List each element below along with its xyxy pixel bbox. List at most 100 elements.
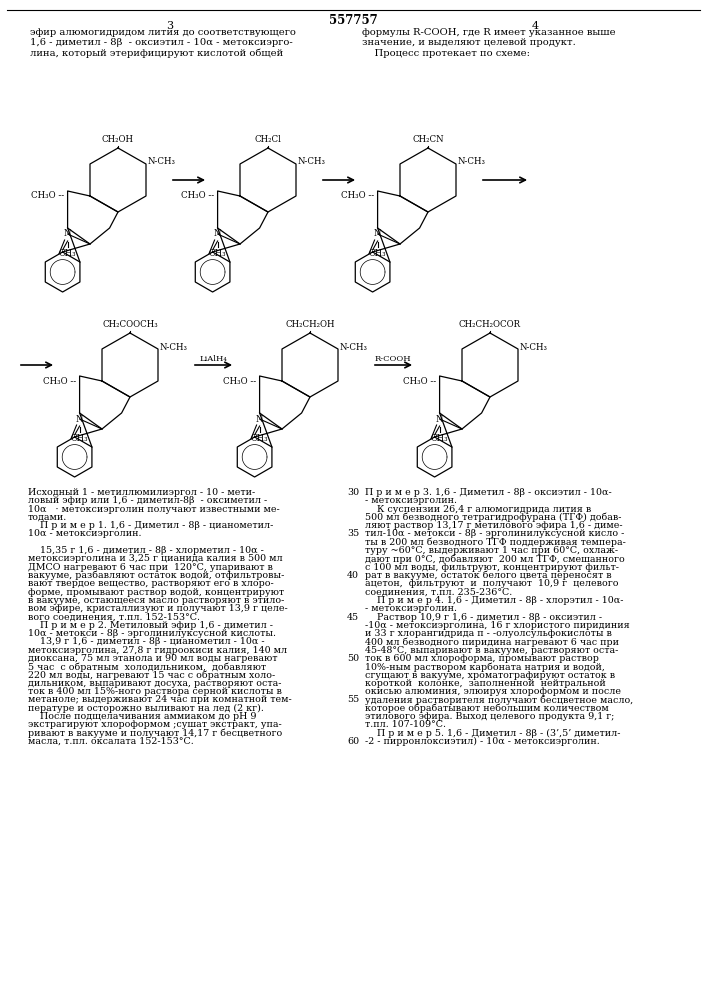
Text: туру ~60°С, выдерживают 1 час при 60°С, охлаж-: туру ~60°С, выдерживают 1 час при 60°С, …	[365, 546, 618, 555]
Text: CH₃: CH₃	[431, 434, 448, 443]
Text: N: N	[64, 230, 71, 238]
Text: 3: 3	[166, 21, 173, 31]
Text: короткой  колонке,  заполненной  нейтральной: короткой колонке, заполненной нейтрально…	[365, 679, 606, 688]
Text: 55: 55	[347, 696, 359, 704]
Text: - метоксиэрголин.: - метоксиэрголин.	[365, 604, 457, 613]
Text: масла, т.пл. оксалата 152-153°С.: масла, т.пл. оксалата 152-153°С.	[28, 737, 194, 746]
Text: дильником, выпаривают досуха, растворяют оста-: дильником, выпаривают досуха, растворяют…	[28, 679, 281, 688]
Text: CH₃: CH₃	[209, 249, 226, 258]
Text: и 33 г хлорангидрида п - -олуолсульфокислоты в: и 33 г хлорангидрида п - -олуолсульфокис…	[365, 629, 612, 638]
Text: 500 мл безводного тетрагидрофурана (ТГФ) добав-: 500 мл безводного тетрагидрофурана (ТГФ)…	[365, 513, 621, 522]
Text: CH₃O --: CH₃O --	[223, 376, 257, 385]
Text: Раствор 10,9 г 1,6 - диметил - 8β - оксиэтил -: Раствор 10,9 г 1,6 - диметил - 8β - окси…	[365, 612, 602, 621]
Text: CH₃O --: CH₃O --	[182, 192, 215, 200]
Text: 10α   · метоксиэрголин получают известными ме-: 10α · метоксиэрголин получают известными…	[28, 505, 280, 514]
Text: N: N	[256, 414, 263, 424]
Text: соединения, т.пл. 235-236°С.: соединения, т.пл. 235-236°С.	[365, 588, 513, 597]
Text: ляют раствор 13,17 г метилового эфира 1,6 - диме-: ляют раствор 13,17 г метилового эфира 1,…	[365, 521, 623, 530]
Text: 50: 50	[347, 654, 359, 663]
Text: 30: 30	[347, 488, 359, 497]
Text: рат в вакууме, остаток белого цвета переносят в: рат в вакууме, остаток белого цвета пере…	[365, 571, 612, 580]
Text: R-COOH: R-COOH	[375, 355, 411, 363]
Text: метаноле; выдерживают 24 час при комнатной тем-: метаноле; выдерживают 24 час при комнатн…	[28, 696, 292, 704]
Text: N-CH₃: N-CH₃	[298, 157, 326, 166]
Text: 60: 60	[347, 737, 359, 746]
Text: 40: 40	[347, 571, 359, 580]
Text: -10α - метоксиэрголина, 16 г хлористого пиридиния: -10α - метоксиэрголина, 16 г хлористого …	[365, 621, 630, 630]
Text: пературе и осторожно выливают на лед (2 кг).: пературе и осторожно выливают на лед (2 …	[28, 704, 264, 713]
Text: ривают в вакууме и получают 14,17 г бесцветного: ривают в вакууме и получают 14,17 г бесц…	[28, 729, 282, 738]
Text: тодами.: тодами.	[28, 513, 67, 522]
Text: 5 час  с обратным  холодильником,  добавляют: 5 час с обратным холодильником, добавляю…	[28, 662, 266, 672]
Text: N-CH₃: N-CH₃	[458, 157, 486, 166]
Text: вают твердое вещество, растворяют его в хлоро-: вают твердое вещество, растворяют его в …	[28, 579, 274, 588]
Text: 13,9 г 1,6 - диметил - 8β - цианометил - 10α -: 13,9 г 1,6 - диметил - 8β - цианометил -…	[28, 637, 264, 646]
Text: CH₃O --: CH₃O --	[404, 376, 437, 385]
Text: с 100 мл воды, фильтруют, концентрируют фильт-: с 100 мл воды, фильтруют, концентрируют …	[365, 563, 619, 572]
Text: 15,35 г 1,6 - диметил - 8β - хлорметил - 10α -: 15,35 г 1,6 - диметил - 8β - хлорметил -…	[28, 546, 264, 555]
Text: удаления растворителя получают бесцветное масло,: удаления растворителя получают бесцветно…	[365, 696, 633, 705]
Text: CH₃O --: CH₃O --	[32, 192, 64, 200]
Text: т.пл. 107-109°С.: т.пл. 107-109°С.	[365, 720, 446, 729]
Text: N-CH₃: N-CH₃	[160, 342, 188, 352]
Text: CH₃: CH₃	[251, 434, 269, 443]
Text: П р и м е р 1. 1,6 - Диметил - 8β - цианометил-: П р и м е р 1. 1,6 - Диметил - 8β - циан…	[28, 521, 274, 530]
Text: -2 - пирронлоксиэтил) - 10α - метоксиэрголин.: -2 - пирронлоксиэтил) - 10α - метоксиэрг…	[365, 737, 600, 746]
Text: 10%-ным раствором карбоната натрия и водой,: 10%-ным раствором карбоната натрия и вод…	[365, 662, 605, 672]
Text: 220 мл воды, нагревают 15 час с обратным холо-: 220 мл воды, нагревают 15 час с обратным…	[28, 671, 275, 680]
Text: 4: 4	[532, 21, 539, 31]
Text: эфир алюмогидридом лития до соответствующего
1,6 - диметил - 8β  - оксиэтил - 10: эфир алюмогидридом лития до соответствую…	[30, 28, 296, 58]
Text: 400 мл безводного пиридина нагревают 6 час при: 400 мл безводного пиридина нагревают 6 ч…	[365, 637, 619, 647]
Text: - метоксиэрголин.: - метоксиэрголин.	[365, 496, 457, 505]
Text: вом эфире, кристаллизуют и получают 13,9 г целе-: вом эфире, кристаллизуют и получают 13,9…	[28, 604, 288, 613]
Text: этилового эфира. Выход целевого продукта 9,1 г;: этилового эфира. Выход целевого продукта…	[365, 712, 614, 721]
Text: вого соединения, т.пл. 152-153°С.: вого соединения, т.пл. 152-153°С.	[28, 612, 200, 621]
Text: CH₃O --: CH₃O --	[43, 376, 76, 385]
Text: 10α - метокси - 8β - эрголинилуксусной кислоты.: 10α - метокси - 8β - эрголинилуксусной к…	[28, 629, 276, 638]
Text: N: N	[214, 230, 221, 238]
Text: экстрагируют хлороформом ;сушат экстракт, упа-: экстрагируют хлороформом ;сушат экстракт…	[28, 720, 282, 729]
Text: CH₂Cl: CH₂Cl	[255, 135, 281, 144]
Text: N: N	[76, 414, 83, 424]
Text: формулы R-COOH, где R имеет указанное выше
значение, и выделяют целевой продукт.: формулы R-COOH, где R имеет указанное вы…	[362, 28, 616, 58]
Text: CH₂CH₂OCOR: CH₂CH₂OCOR	[459, 320, 521, 329]
Text: N: N	[436, 414, 443, 424]
Text: CH₃: CH₃	[71, 434, 88, 443]
Text: 10α - метоксиэрголин.: 10α - метоксиэрголин.	[28, 530, 141, 538]
Text: сгущают в вакууме, хроматографируют остаток в: сгущают в вакууме, хроматографируют оста…	[365, 671, 615, 680]
Text: метоксиэрголина и 3,25 г цианида калия в 500 мл: метоксиэрголина и 3,25 г цианида калия в…	[28, 554, 283, 563]
Text: CH₂CN: CH₂CN	[412, 135, 444, 144]
Text: N: N	[374, 230, 381, 238]
Text: дают при 0°С, добавляют  200 мл ТГФ, смешанного: дают при 0°С, добавляют 200 мл ТГФ, смеш…	[365, 554, 625, 564]
Text: диоксана, 75 мл этанола и 90 мл воды нагревают: диоксана, 75 мл этанола и 90 мл воды наг…	[28, 654, 278, 663]
Text: ток в 400 мл 15%-ного раствора серной кислоты в: ток в 400 мл 15%-ного раствора серной ки…	[28, 687, 282, 696]
Text: 45-48°С, выпаривают в вакууме, растворяют оста-: 45-48°С, выпаривают в вакууме, растворяю…	[365, 646, 619, 655]
Text: N-CH₃: N-CH₃	[148, 157, 176, 166]
Text: тил-10α - метокси - 8β - эрголинилуксусной кисло -: тил-10α - метокси - 8β - эрголинилуксусн…	[365, 530, 624, 538]
Text: метоксиэрголина, 27,8 г гидроокиси калия, 140 мл: метоксиэрголина, 27,8 г гидроокиси калия…	[28, 646, 287, 655]
Text: ловый эфир или 1,6 - диметил-8β  - оксиметил -: ловый эфир или 1,6 - диметил-8β - оксиме…	[28, 496, 267, 505]
Text: окисью алюминия, элюируя хлороформом и после: окисью алюминия, элюируя хлороформом и п…	[365, 687, 621, 696]
Text: П р и м е р 3. 1,6 - Диметил - 8β - оксиэтил - 10α-: П р и м е р 3. 1,6 - Диметил - 8β - окси…	[365, 488, 612, 497]
Text: 35: 35	[347, 530, 359, 538]
Text: LiAlH₄: LiAlH₄	[199, 355, 227, 363]
Text: ток в 600 мл хлороформа, промывают раствор: ток в 600 мл хлороформа, промывают раств…	[365, 654, 599, 663]
Text: в вакууме, остающееся масло растворяют в этило-: в вакууме, остающееся масло растворяют в…	[28, 596, 284, 605]
Text: Исходный 1 - метиллюмилиэргол - 10 - мети-: Исходный 1 - метиллюмилиэргол - 10 - мет…	[28, 488, 255, 497]
Text: 557757: 557757	[329, 14, 378, 27]
Text: ДМСО нагревают 6 час при  120°С, упаривают в: ДМСО нагревают 6 час при 120°С, упариваю…	[28, 563, 273, 572]
Text: которое обрабатывают небольшим количеством: которое обрабатывают небольшим количеств…	[365, 704, 609, 713]
Text: ты в 200 мл безводного ТГФ поддерживая темпера-: ты в 200 мл безводного ТГФ поддерживая т…	[365, 538, 626, 547]
Text: П р и м е р 5. 1,6 - Диметил - 8β - (3’,5’ диметил-: П р и м е р 5. 1,6 - Диметил - 8β - (3’,…	[365, 729, 621, 738]
Text: CH₂OH: CH₂OH	[102, 135, 134, 144]
Text: После подщелачивания аммиаком до pH 9: После подщелачивания аммиаком до pH 9	[28, 712, 257, 721]
Text: 45: 45	[347, 612, 359, 621]
Text: П р и м е р 2. Метиловый эфир 1,6 - диметил -: П р и м е р 2. Метиловый эфир 1,6 - диме…	[28, 621, 273, 630]
Text: CH₂CH₂OH: CH₂CH₂OH	[285, 320, 334, 329]
Text: П р и м е р 4. 1,6 - Диметил - 8β - хлорэтил - 10α-: П р и м е р 4. 1,6 - Диметил - 8β - хлор…	[365, 596, 624, 605]
Text: CH₃O --: CH₃O --	[341, 192, 375, 200]
Text: N-CH₃: N-CH₃	[520, 342, 548, 352]
Text: ацетон,  фильтруют  и  получают  10,9 г  целевого: ацетон, фильтруют и получают 10,9 г целе…	[365, 579, 619, 588]
Text: К суспензии 26,4 г алюмогидрида лития в: К суспензии 26,4 г алюмогидрида лития в	[365, 505, 591, 514]
Text: CH₃: CH₃	[59, 249, 76, 258]
